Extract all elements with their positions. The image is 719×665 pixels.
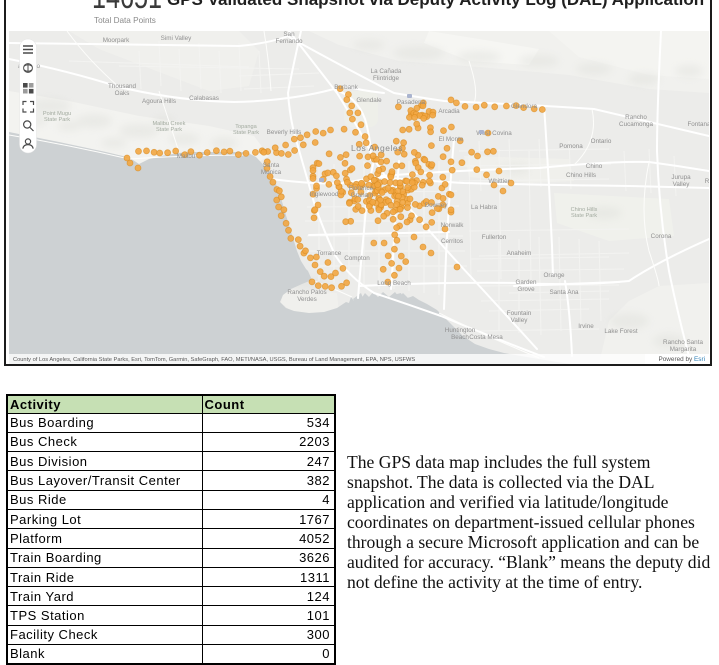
- svg-text:Fernando: Fernando: [276, 38, 303, 45]
- svg-text:Verdes: Verdes: [297, 296, 317, 303]
- svg-text:Huntington: Huntington: [445, 327, 476, 334]
- svg-text:Florence-: Florence-: [349, 185, 376, 192]
- svg-text:Fontana: Fontana: [687, 121, 709, 128]
- svg-text:Cerritos: Cerritos: [441, 238, 463, 245]
- svg-text:Long Beach: Long Beach: [377, 280, 411, 287]
- svg-text:Rancho Palos: Rancho Palos: [287, 289, 326, 296]
- svg-text:Cucamonga: Cucamonga: [619, 121, 653, 128]
- svg-text:Flintridge: Flintridge: [373, 75, 399, 82]
- svg-text:Valley: Valley: [511, 317, 529, 324]
- svg-text:Compton: Compton: [344, 255, 370, 262]
- svg-text:Chino: Chino: [586, 163, 603, 170]
- svg-text:Santa Ana: Santa Ana: [549, 289, 579, 296]
- svg-text:R: R: [705, 178, 709, 185]
- svg-text:Orange: Orange: [543, 272, 565, 279]
- svg-text:West Covina: West Covina: [476, 130, 512, 137]
- svg-text:State Park: State Park: [233, 130, 259, 136]
- svg-text:County of Los Angeles, Califor: County of Los Angeles, California State …: [13, 357, 415, 363]
- svg-text:Margarita: Margarita: [670, 346, 697, 353]
- svg-text:Inglewood: Inglewood: [310, 191, 339, 198]
- svg-text:Chino Hills: Chino Hills: [566, 172, 596, 179]
- svg-text:Rancho: Rancho: [625, 114, 647, 121]
- svg-text:Anaheim: Anaheim: [507, 250, 532, 257]
- svg-text:State Park: State Park: [571, 213, 597, 219]
- svg-text:Malibu: Malibu: [177, 153, 196, 160]
- svg-text:Oaks: Oaks: [115, 90, 130, 97]
- svg-text:Norwalk: Norwalk: [441, 222, 465, 229]
- svg-text:San: San: [283, 31, 295, 38]
- svg-text:Los Angeles: Los Angeles: [351, 143, 403, 153]
- svg-text:Torrance: Torrance: [317, 250, 342, 257]
- svg-text:Valley: Valley: [673, 181, 691, 188]
- svg-text:Pasadena: Pasadena: [397, 99, 426, 106]
- svg-text:Monica: Monica: [261, 169, 282, 176]
- svg-text:Grove: Grove: [517, 286, 535, 293]
- svg-text:Calabasas: Calabasas: [189, 95, 219, 102]
- svg-text:Agoura Hills: Agoura Hills: [142, 98, 176, 105]
- svg-text:Malibu Creek: Malibu Creek: [153, 121, 186, 127]
- svg-text:Beverly Hills: Beverly Hills: [267, 129, 302, 136]
- svg-text:Burbank: Burbank: [334, 84, 358, 91]
- svg-text:Downey: Downey: [425, 202, 449, 209]
- svg-text:Irvine: Irvine: [578, 323, 594, 330]
- svg-text:Fountain: Fountain: [507, 310, 532, 317]
- svg-text:Pomona: Pomona: [559, 143, 583, 150]
- svg-text:Costa Mesa: Costa Mesa: [469, 334, 503, 341]
- svg-text:Jurupa: Jurupa: [671, 174, 691, 181]
- svg-text:Arcadia: Arcadia: [438, 108, 460, 115]
- svg-text:State Park: State Park: [44, 117, 70, 123]
- svg-text:La Cañada: La Cañada: [371, 68, 402, 75]
- svg-text:Rancho Santa: Rancho Santa: [663, 339, 703, 346]
- svg-text:Santa: Santa: [263, 162, 280, 169]
- svg-text:Whittier: Whittier: [488, 178, 509, 185]
- svg-text:La Habra: La Habra: [471, 204, 497, 211]
- svg-text:Thousand: Thousand: [108, 83, 137, 90]
- svg-text:Topanga: Topanga: [235, 124, 257, 130]
- svg-text:Powered by Esri: Powered by Esri: [658, 356, 705, 363]
- svg-text:Point Mugu: Point Mugu: [43, 111, 71, 117]
- svg-text:Graham: Graham: [351, 192, 374, 199]
- svg-text:El Monte: El Monte: [439, 136, 464, 143]
- svg-text:Simi Valley: Simi Valley: [161, 35, 193, 42]
- svg-text:Chino Hills: Chino Hills: [571, 207, 598, 213]
- svg-text:Lake Forest: Lake Forest: [604, 328, 637, 335]
- svg-text:Glendora: Glendora: [511, 103, 537, 110]
- svg-text:State Park: State Park: [156, 127, 182, 133]
- svg-text:Corona: Corona: [651, 233, 672, 240]
- svg-text:Fullerton: Fullerton: [482, 234, 507, 241]
- svg-text:Moorpark: Moorpark: [103, 37, 130, 44]
- svg-text:Ontario: Ontario: [591, 138, 612, 145]
- svg-text:Beach: Beach: [451, 334, 469, 341]
- svg-text:Garden: Garden: [515, 279, 537, 286]
- svg-text:Glendale: Glendale: [356, 97, 382, 104]
